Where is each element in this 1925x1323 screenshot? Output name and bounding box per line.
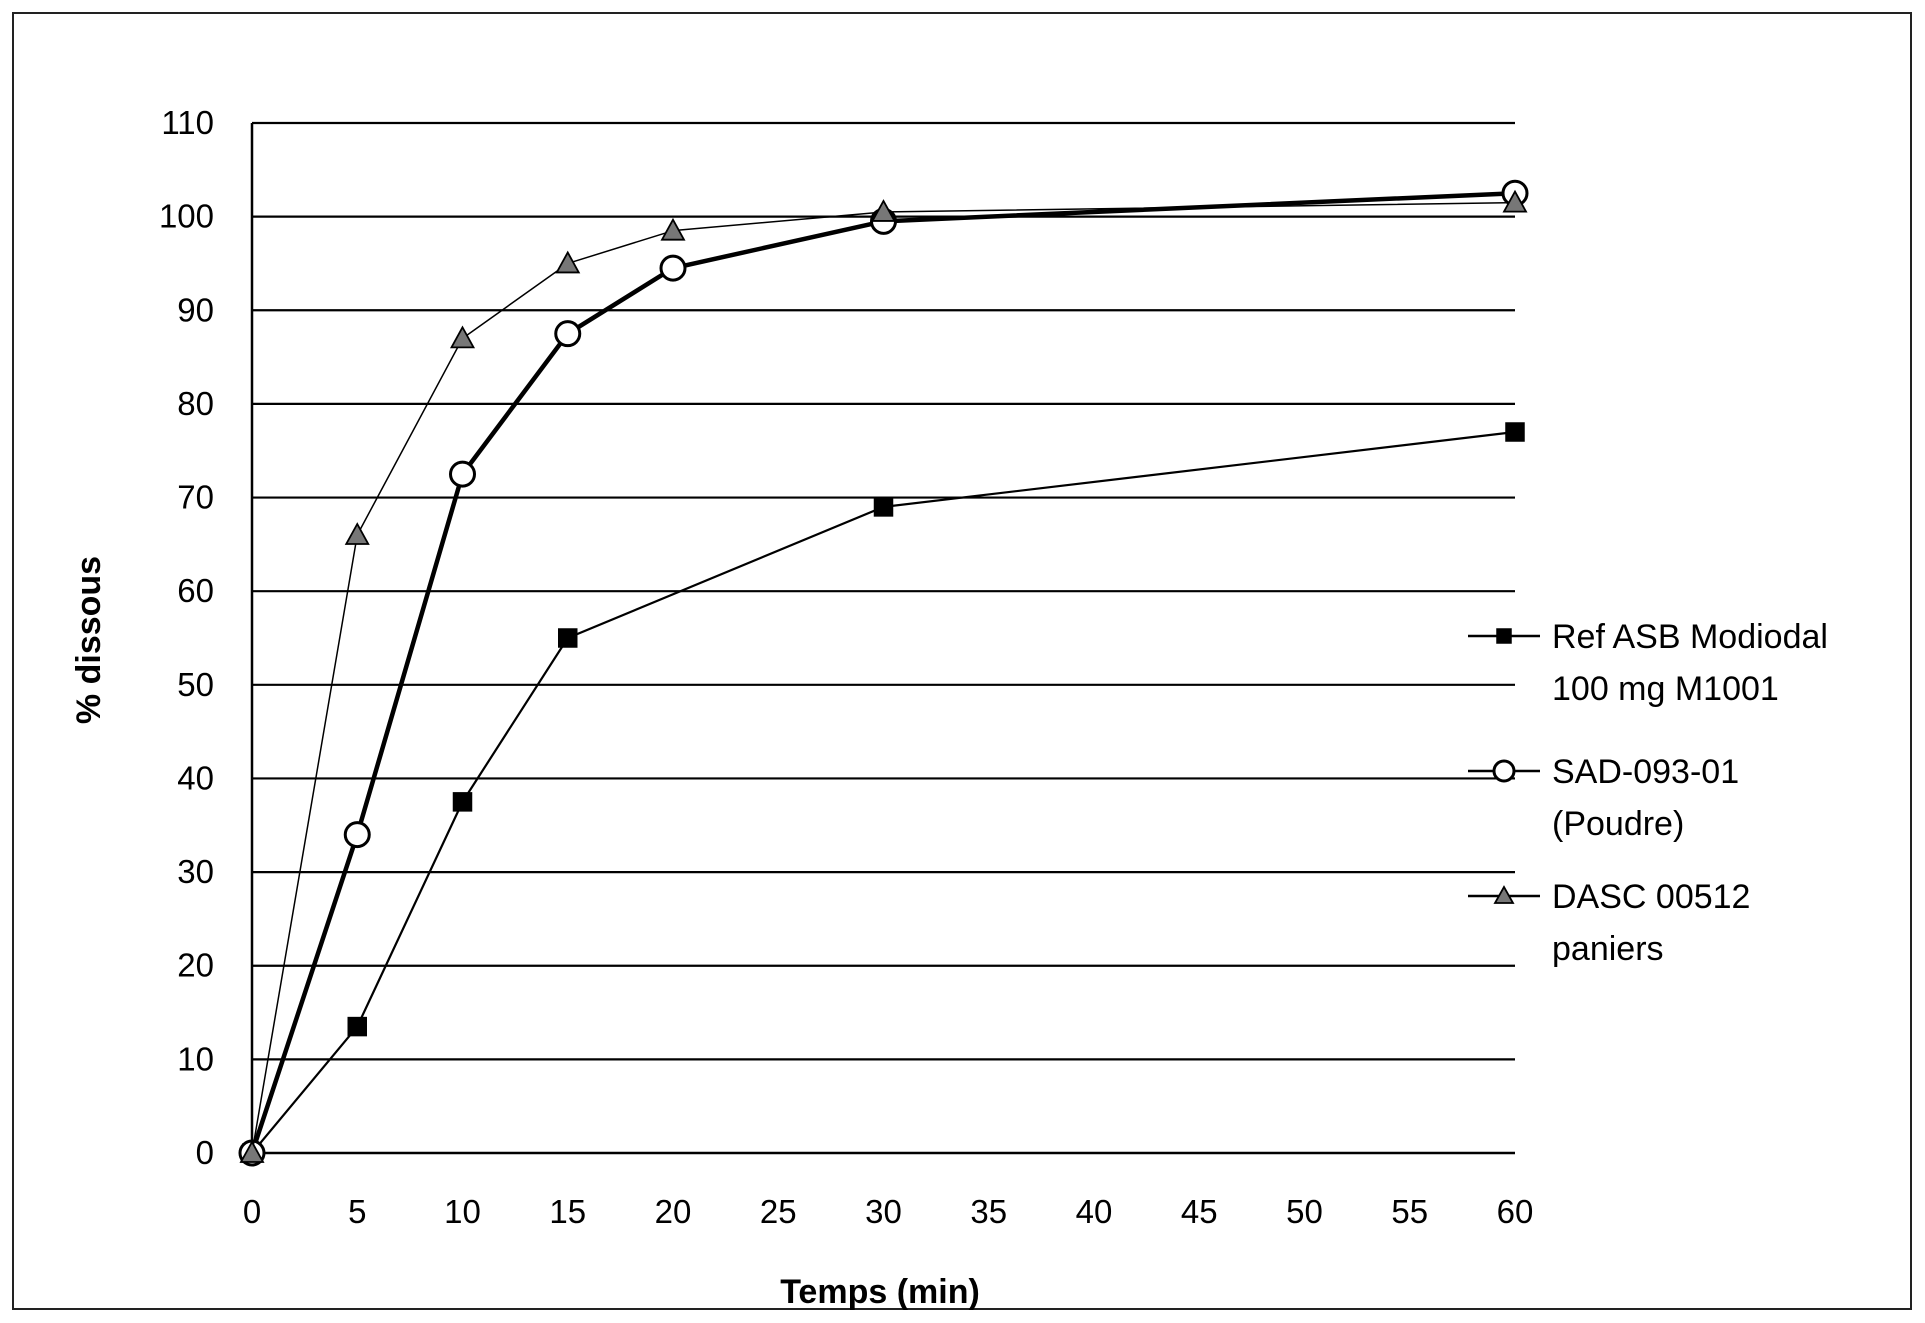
series-3-point-60 (1502, 189, 1528, 213)
legend: Ref ASB Modiodal 100 mg M1001 SAD-093-01 (P… (1468, 618, 1828, 968)
legend-label-2-line-1: SAD-093-01 (1552, 753, 1739, 791)
y-tick-50: 50 (177, 666, 214, 703)
legend-item-3: DASC 00512 paniers (1468, 878, 1750, 968)
y-tick-40: 40 (177, 759, 214, 796)
series-1-point-15 (558, 628, 578, 648)
x-tick-10: 10 (444, 1193, 481, 1230)
x-tick-20: 20 (655, 1193, 692, 1230)
axes (250, 123, 1515, 1155)
series-3-point-30 (870, 199, 897, 222)
x-tick-60: 60 (1497, 1193, 1534, 1230)
series-2-line (249, 190, 1516, 1154)
gridlines (252, 121, 1515, 1061)
legend-label-2-line-2: (Poudre) (1552, 805, 1684, 843)
x-tick-35: 35 (970, 1193, 1007, 1230)
series-1-point-60 (1505, 422, 1525, 442)
x-tick-30: 30 (865, 1193, 902, 1230)
y-tick-70: 70 (177, 479, 214, 516)
x-tick-0: 0 (243, 1193, 261, 1230)
series-3-point-0 (239, 1140, 265, 1163)
y-tick-110: 110 (161, 104, 214, 141)
legend-item-2: SAD-093-01 (Poudre) (1468, 753, 1739, 843)
legend-swatch-marker-2 (1492, 759, 1516, 783)
y-tick-20: 20 (177, 947, 214, 984)
legend-swatch-marker-1 (1496, 628, 1512, 644)
y-axis-label: % dissous (70, 556, 108, 724)
series-3-line (251, 201, 1516, 1154)
series-1-point-5 (347, 1016, 367, 1037)
series-1-point-10 (452, 792, 473, 812)
series-1-line (251, 430, 1516, 1154)
x-tick-40: 40 (1076, 1193, 1113, 1230)
legend-label-3-line-2: paniers (1552, 930, 1664, 968)
series-2-point-5 (343, 821, 371, 849)
y-tick-100: 100 (159, 198, 214, 235)
y-tick-90: 90 (177, 291, 214, 328)
series-3 (239, 189, 1528, 1163)
x-tick-5: 5 (348, 1193, 366, 1230)
y-tick-labels: 0 10 20 30 40 50 60 70 80 90 100 110 (159, 104, 214, 1171)
series-3-point-5 (344, 522, 370, 545)
y-tick-10: 10 (177, 1040, 214, 1077)
series-2 (238, 179, 1529, 1167)
series-2-point-20 (659, 254, 687, 282)
x-tick-25: 25 (760, 1193, 797, 1230)
x-tick-45: 45 (1181, 1193, 1218, 1230)
y-tick-60: 60 (177, 572, 214, 609)
x-tick-15: 15 (549, 1193, 586, 1230)
legend-swatch-marker-3 (1493, 885, 1515, 904)
series-group (238, 179, 1529, 1167)
series-1 (242, 422, 1525, 1163)
legend-label-1-line-2: 100 mg M1001 (1552, 670, 1779, 708)
x-tick-labels: 0 5 10 15 20 25 30 35 40 45 50 55 60 (243, 1193, 1534, 1230)
x-tick-55: 55 (1391, 1193, 1428, 1230)
series-2-point-15 (554, 320, 582, 348)
y-tick-30: 30 (177, 853, 214, 890)
series-3-point-20 (660, 217, 686, 241)
x-tick-50: 50 (1286, 1193, 1323, 1230)
series-3-point-15 (555, 250, 581, 274)
series-1-point-30 (873, 497, 894, 517)
y-tick-80: 80 (177, 385, 214, 422)
series-3-point-10 (449, 325, 476, 349)
y-tick-0: 0 (196, 1134, 214, 1171)
legend-item-1: Ref ASB Modiodal 100 mg M1001 (1468, 618, 1828, 708)
chart-frame (12, 12, 1912, 1310)
legend-label-1-line-1: Ref ASB Modiodal (1552, 618, 1828, 656)
legend-label-3-line-1: DASC 00512 (1552, 878, 1750, 916)
x-axis-label: Temps (min) (780, 1273, 980, 1311)
series-2-point-10 (449, 460, 476, 488)
